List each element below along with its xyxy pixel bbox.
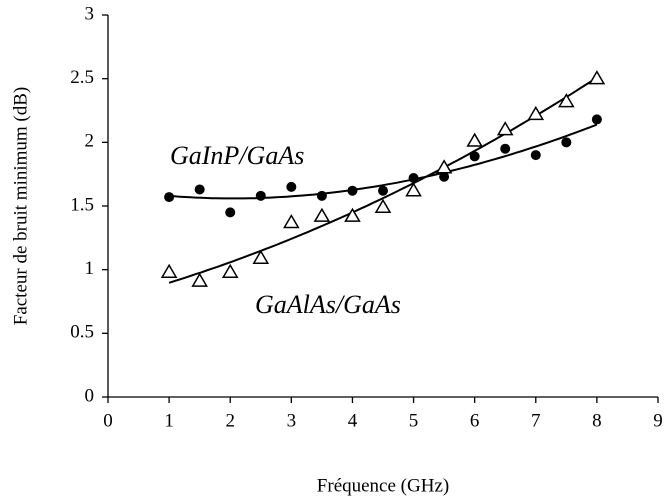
point [191, 272, 208, 287]
x-tick-label: 7 [531, 410, 541, 431]
y-tick-label: 2 [85, 131, 95, 152]
series-label: GaInP/GaAs [170, 141, 304, 170]
point [316, 190, 327, 201]
x-tick-label: 5 [409, 410, 419, 431]
series-label: GaAlAs/GaAs [255, 290, 401, 319]
point [347, 185, 358, 196]
x-tick-label: 0 [103, 410, 113, 431]
y-tick-label: 1 [85, 258, 95, 279]
point [405, 182, 422, 197]
y-axis-label: Facteur de bruit minimum (dB) [10, 87, 31, 326]
x-axis-label: Fréquence (GHz) [317, 475, 449, 496]
x-tick-label: 4 [348, 410, 358, 431]
x-tick-label: 3 [287, 410, 297, 431]
point [558, 93, 575, 108]
point [588, 70, 606, 85]
y-tick-label: 0.5 [70, 322, 94, 343]
point [313, 207, 331, 222]
trendline [168, 76, 598, 284]
point [283, 214, 300, 229]
point [344, 207, 361, 222]
point [286, 181, 297, 192]
y-tick-label: 1.5 [70, 194, 94, 215]
x-tick-label: 6 [470, 410, 480, 431]
point [408, 172, 419, 183]
point [160, 263, 178, 278]
y-tick-label: 0 [85, 385, 95, 406]
point [374, 198, 392, 214]
point [561, 137, 572, 148]
point [221, 263, 239, 278]
point [255, 190, 266, 201]
y-tick-label: 2.5 [70, 67, 94, 88]
point [527, 105, 545, 121]
y-tick-label: 3 [85, 3, 95, 24]
x-tick-label: 8 [592, 410, 602, 431]
point [469, 151, 480, 162]
point [466, 132, 483, 147]
trendline [169, 123, 598, 200]
point [435, 159, 453, 174]
point [591, 114, 602, 125]
point [194, 184, 205, 195]
point [439, 171, 450, 182]
point [496, 121, 514, 136]
point [530, 150, 541, 161]
point [164, 192, 175, 203]
x-tick-label: 2 [225, 410, 235, 431]
point [378, 185, 388, 196]
point [500, 143, 511, 154]
point [252, 249, 270, 264]
x-tick-label: 1 [164, 410, 174, 431]
x-tick-label: 9 [653, 410, 663, 431]
point [225, 207, 236, 218]
